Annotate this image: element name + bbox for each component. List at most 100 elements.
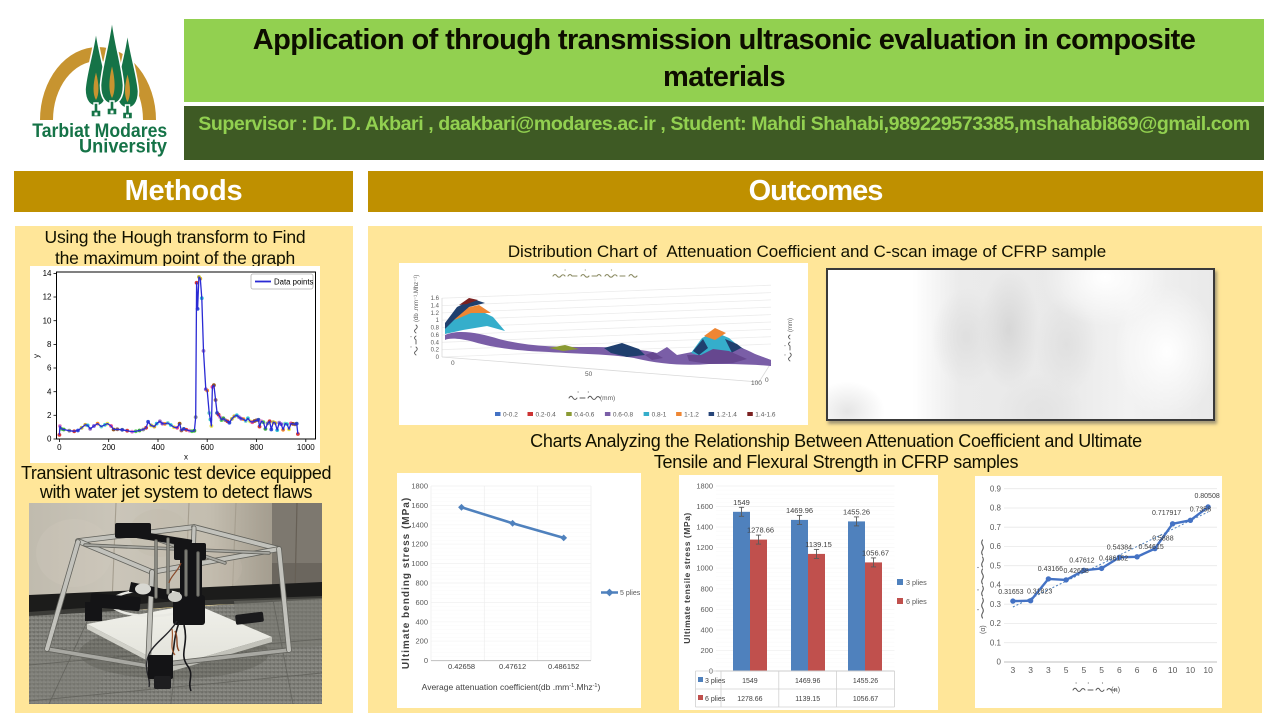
svg-text:1549: 1549	[733, 498, 750, 507]
svg-text:3: 3	[1028, 665, 1033, 675]
svg-text:Ultimate bending stress (MPa): Ultimate bending stress (MPa)	[401, 497, 412, 669]
svg-text:6: 6	[1153, 665, 1158, 675]
svg-text:0.31823: 0.31823	[1027, 589, 1052, 596]
svg-text:1.4: 1.4	[431, 304, 440, 310]
svg-text:1800: 1800	[411, 482, 428, 491]
svg-text:0.7: 0.7	[990, 523, 1002, 532]
svg-text:0.6: 0.6	[990, 542, 1002, 551]
svg-text:200: 200	[415, 637, 428, 646]
svg-text:0.8-1: 0.8-1	[652, 412, 667, 419]
svg-text:600: 600	[201, 443, 215, 452]
svg-text:200: 200	[700, 646, 713, 655]
svg-text:0.7358: 0.7358	[1190, 506, 1212, 513]
svg-text:0.9: 0.9	[990, 484, 1002, 493]
svg-text:600: 600	[415, 598, 428, 607]
svg-text:10: 10	[1186, 665, 1196, 675]
svg-text:1056.67: 1056.67	[862, 548, 889, 557]
svg-text:5: 5	[1082, 665, 1087, 675]
svg-text:5: 5	[1064, 665, 1069, 675]
svg-text:400: 400	[415, 617, 428, 626]
svg-text:6: 6	[1117, 665, 1122, 675]
svg-text:6: 6	[1135, 665, 1140, 675]
svg-text:0.5: 0.5	[990, 561, 1002, 570]
svg-text:1139.15: 1139.15	[795, 696, 820, 703]
svg-text:8: 8	[47, 340, 52, 349]
svg-text:4: 4	[47, 387, 52, 396]
svg-text:1.4-1.6: 1.4-1.6	[755, 412, 776, 419]
svg-text:0: 0	[997, 658, 1002, 667]
svg-text:0: 0	[765, 377, 769, 384]
svg-text:1455.26: 1455.26	[843, 507, 870, 516]
svg-text:(n): (n)	[1111, 685, 1121, 694]
svg-text:10: 10	[1203, 665, 1213, 675]
svg-text:1600: 1600	[411, 501, 428, 510]
svg-text:0-0.2: 0-0.2	[503, 412, 518, 419]
svg-text:1200: 1200	[696, 543, 713, 552]
svg-text:(mm): (mm)	[788, 318, 794, 332]
svg-text:0: 0	[451, 360, 455, 367]
svg-text:400: 400	[700, 625, 713, 634]
svg-text:1000: 1000	[297, 443, 315, 452]
svg-text:1469.96: 1469.96	[786, 506, 813, 515]
svg-text:1: 1	[436, 318, 440, 324]
svg-text:3: 3	[1046, 665, 1051, 675]
svg-text:14: 14	[43, 269, 52, 278]
svg-text:1200: 1200	[411, 540, 428, 549]
svg-text:0.54384: 0.54384	[1107, 544, 1132, 551]
svg-text:1469.96: 1469.96	[795, 678, 820, 685]
svg-text:0: 0	[47, 435, 52, 444]
svg-text:Ultimate tensile stress (MPa): Ultimate tensile stress (MPa)	[682, 512, 692, 644]
svg-text:Average attenuation coefficien: Average attenuation coefficient(db .mm-1…	[422, 682, 601, 692]
svg-text:1.2-1.4: 1.2-1.4	[717, 412, 738, 419]
svg-text:1278.66: 1278.66	[737, 696, 762, 703]
svg-text:Data points: Data points	[274, 277, 314, 286]
svg-text:1139.15: 1139.15	[805, 540, 832, 549]
svg-text:0.2-0.4: 0.2-0.4	[536, 412, 557, 419]
svg-text:(α): (α)	[980, 625, 987, 634]
svg-text:0.31653: 0.31653	[998, 589, 1023, 596]
svg-text:6 plies: 6 plies	[705, 696, 726, 703]
svg-text:0.42658: 0.42658	[1063, 568, 1088, 575]
svg-text:0.6: 0.6	[431, 333, 440, 339]
svg-text:1000: 1000	[411, 559, 428, 568]
svg-text:1455.26: 1455.26	[853, 678, 878, 685]
svg-text:5 plies: 5 plies	[620, 590, 641, 597]
svg-text:6: 6	[47, 364, 52, 373]
svg-text:0.717917: 0.717917	[1152, 510, 1181, 517]
svg-text:University: University	[79, 136, 167, 158]
svg-text:0.43166: 0.43166	[1038, 566, 1063, 573]
svg-text:0.2: 0.2	[990, 619, 1002, 628]
svg-text:x: x	[184, 453, 188, 462]
svg-text:0: 0	[57, 443, 62, 452]
svg-text:0.47612: 0.47612	[499, 662, 526, 671]
svg-text:6 plies: 6 plies	[906, 597, 927, 606]
svg-text:0: 0	[436, 355, 440, 361]
svg-text:5: 5	[1099, 665, 1104, 675]
svg-text:0: 0	[424, 656, 428, 665]
svg-text:12: 12	[43, 293, 52, 302]
svg-text:10: 10	[1168, 665, 1178, 675]
svg-text:1.2: 1.2	[431, 311, 440, 317]
svg-text:800: 800	[415, 579, 428, 588]
svg-text:1000: 1000	[696, 564, 713, 573]
svg-text:1.6: 1.6	[431, 296, 440, 302]
svg-text:1800: 1800	[696, 482, 713, 491]
svg-text:1600: 1600	[696, 502, 713, 511]
svg-text:0.4: 0.4	[431, 340, 440, 346]
svg-text:3 plies: 3 plies	[705, 678, 726, 685]
svg-text:800: 800	[700, 584, 713, 593]
svg-text:0.486152: 0.486152	[1099, 555, 1128, 562]
svg-text:(db .mm⁻¹.Mhz⁻¹): (db .mm⁻¹.Mhz⁻¹)	[414, 275, 420, 322]
svg-text:3: 3	[1011, 665, 1016, 675]
svg-text:0.486152: 0.486152	[548, 662, 579, 671]
svg-text:0.2: 0.2	[431, 348, 440, 354]
svg-text:0.4: 0.4	[990, 581, 1002, 590]
svg-text:(mm): (mm)	[600, 395, 615, 402]
svg-text:0.1: 0.1	[990, 638, 1002, 647]
svg-text:1549: 1549	[742, 678, 758, 685]
svg-text:1278.66: 1278.66	[747, 526, 774, 535]
svg-text:y: y	[32, 354, 41, 358]
svg-text:0.6-0.8: 0.6-0.8	[613, 412, 634, 419]
svg-text:0.80508: 0.80508	[1194, 493, 1219, 500]
svg-text:400: 400	[151, 443, 165, 452]
